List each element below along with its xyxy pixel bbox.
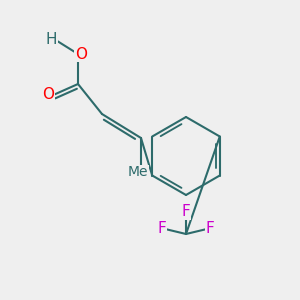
- Text: O: O: [42, 87, 54, 102]
- Text: F: F: [182, 204, 190, 219]
- Text: F: F: [158, 221, 166, 236]
- Text: H: H: [45, 32, 57, 46]
- Text: O: O: [75, 46, 87, 62]
- Text: Me: Me: [128, 166, 148, 179]
- Text: F: F: [206, 221, 214, 236]
